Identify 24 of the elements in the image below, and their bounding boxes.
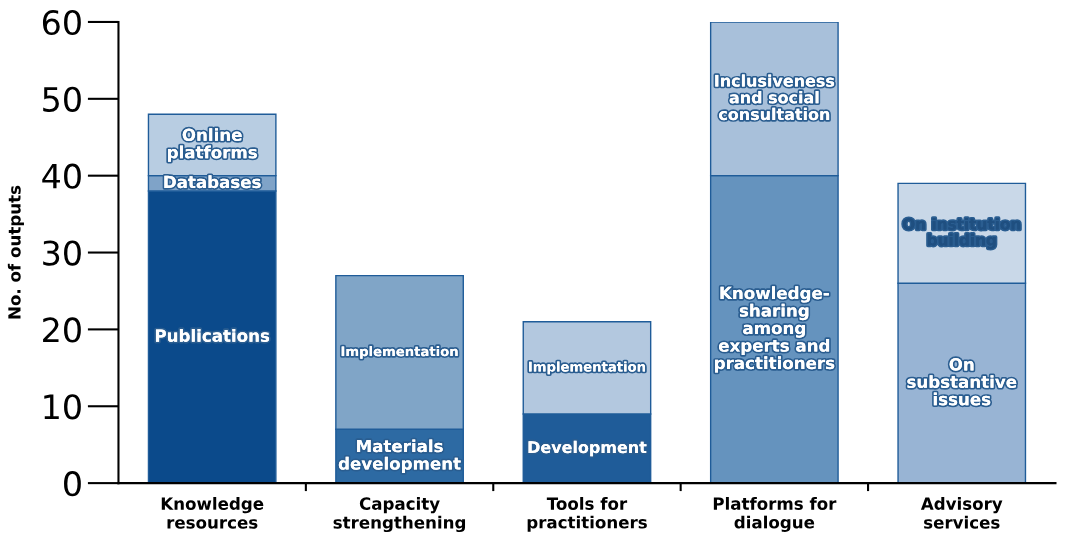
x-tick-label: Platforms for dialogue xyxy=(713,497,837,532)
series-label: Development xyxy=(528,440,647,457)
y-tick-label: 10 xyxy=(44,394,81,420)
series-label: Implementation xyxy=(341,346,458,359)
series-label: Materials development xyxy=(338,439,461,473)
series-label: On institution building xyxy=(903,217,1021,249)
y-tick-label: 50 xyxy=(43,86,81,112)
series-label: Inclusiveness and social consultation xyxy=(715,74,835,121)
series-label: On substantive issues xyxy=(907,358,1017,406)
x-tick-label: Tools for practitioners xyxy=(527,497,647,532)
x-tick-label: Knowledge resources xyxy=(161,497,264,529)
y-tick-label: 0 xyxy=(64,471,81,497)
x-tick-label: Capacity strengthening xyxy=(333,497,466,533)
y-tick-label: 60 xyxy=(42,9,81,36)
x-tick-label: Advisory services xyxy=(920,497,1003,529)
series-label: Publications xyxy=(155,329,270,342)
series-label: Knowledge- sharing among experts and practitioners xyxy=(715,286,835,373)
series-label: Implementation xyxy=(529,361,646,375)
series-label: Online platforms xyxy=(168,128,257,162)
y-axis-title: No. of outputs xyxy=(7,185,24,319)
y-tick-label: 40 xyxy=(42,163,81,189)
series-label: Databases xyxy=(164,175,261,189)
y-tick-label: 30 xyxy=(43,240,81,266)
y-tick-label: 20 xyxy=(43,317,81,343)
